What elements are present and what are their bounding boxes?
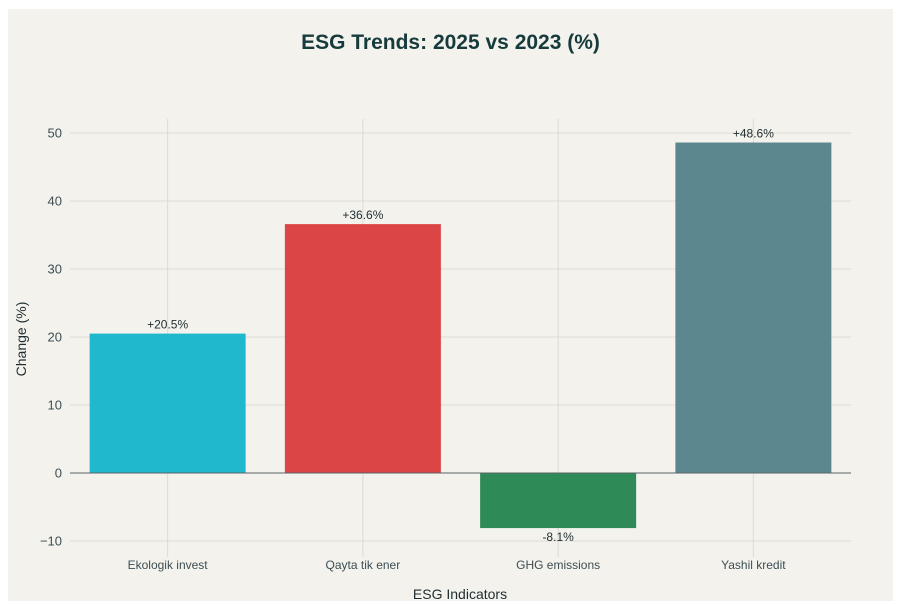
x-tick-label: Qayta tik ener <box>326 558 401 572</box>
data-label: +48.6% <box>733 127 774 141</box>
y-tick-label: 30 <box>48 262 62 277</box>
y-tick-label: 20 <box>48 330 62 345</box>
data-label: +36.6% <box>342 208 383 222</box>
y-tick-label: 50 <box>48 126 62 141</box>
y-tick-label: 10 <box>48 398 62 413</box>
bar <box>89 333 246 473</box>
chart-frame: ESG Trends: 2025 vs 2023 (%) −10 0 10 20 30 4… <box>8 9 893 601</box>
data-label: +20.5% <box>147 318 188 332</box>
y-axis-title: Change (%) <box>13 302 29 377</box>
x-tick-label: GHG emissions <box>516 558 600 572</box>
x-tick-label: Yashil kredit <box>721 558 786 572</box>
y-tick-label: 0 <box>55 466 62 481</box>
bar <box>284 224 441 473</box>
bar <box>480 473 637 529</box>
y-tick-label: −10 <box>40 534 62 549</box>
x-axis-title: ESG Indicators <box>413 586 507 601</box>
bar-chart: −10 0 10 20 30 40 50 +20.5% Ekologik invest +36.6… <box>13 119 851 601</box>
chart-title: ESG Trends: 2025 vs 2023 (%) <box>301 31 600 54</box>
bar <box>675 142 832 473</box>
data-label: -8.1% <box>542 530 574 544</box>
x-tick-label: Ekologik invest <box>128 558 209 572</box>
y-tick-label: 40 <box>48 194 62 209</box>
